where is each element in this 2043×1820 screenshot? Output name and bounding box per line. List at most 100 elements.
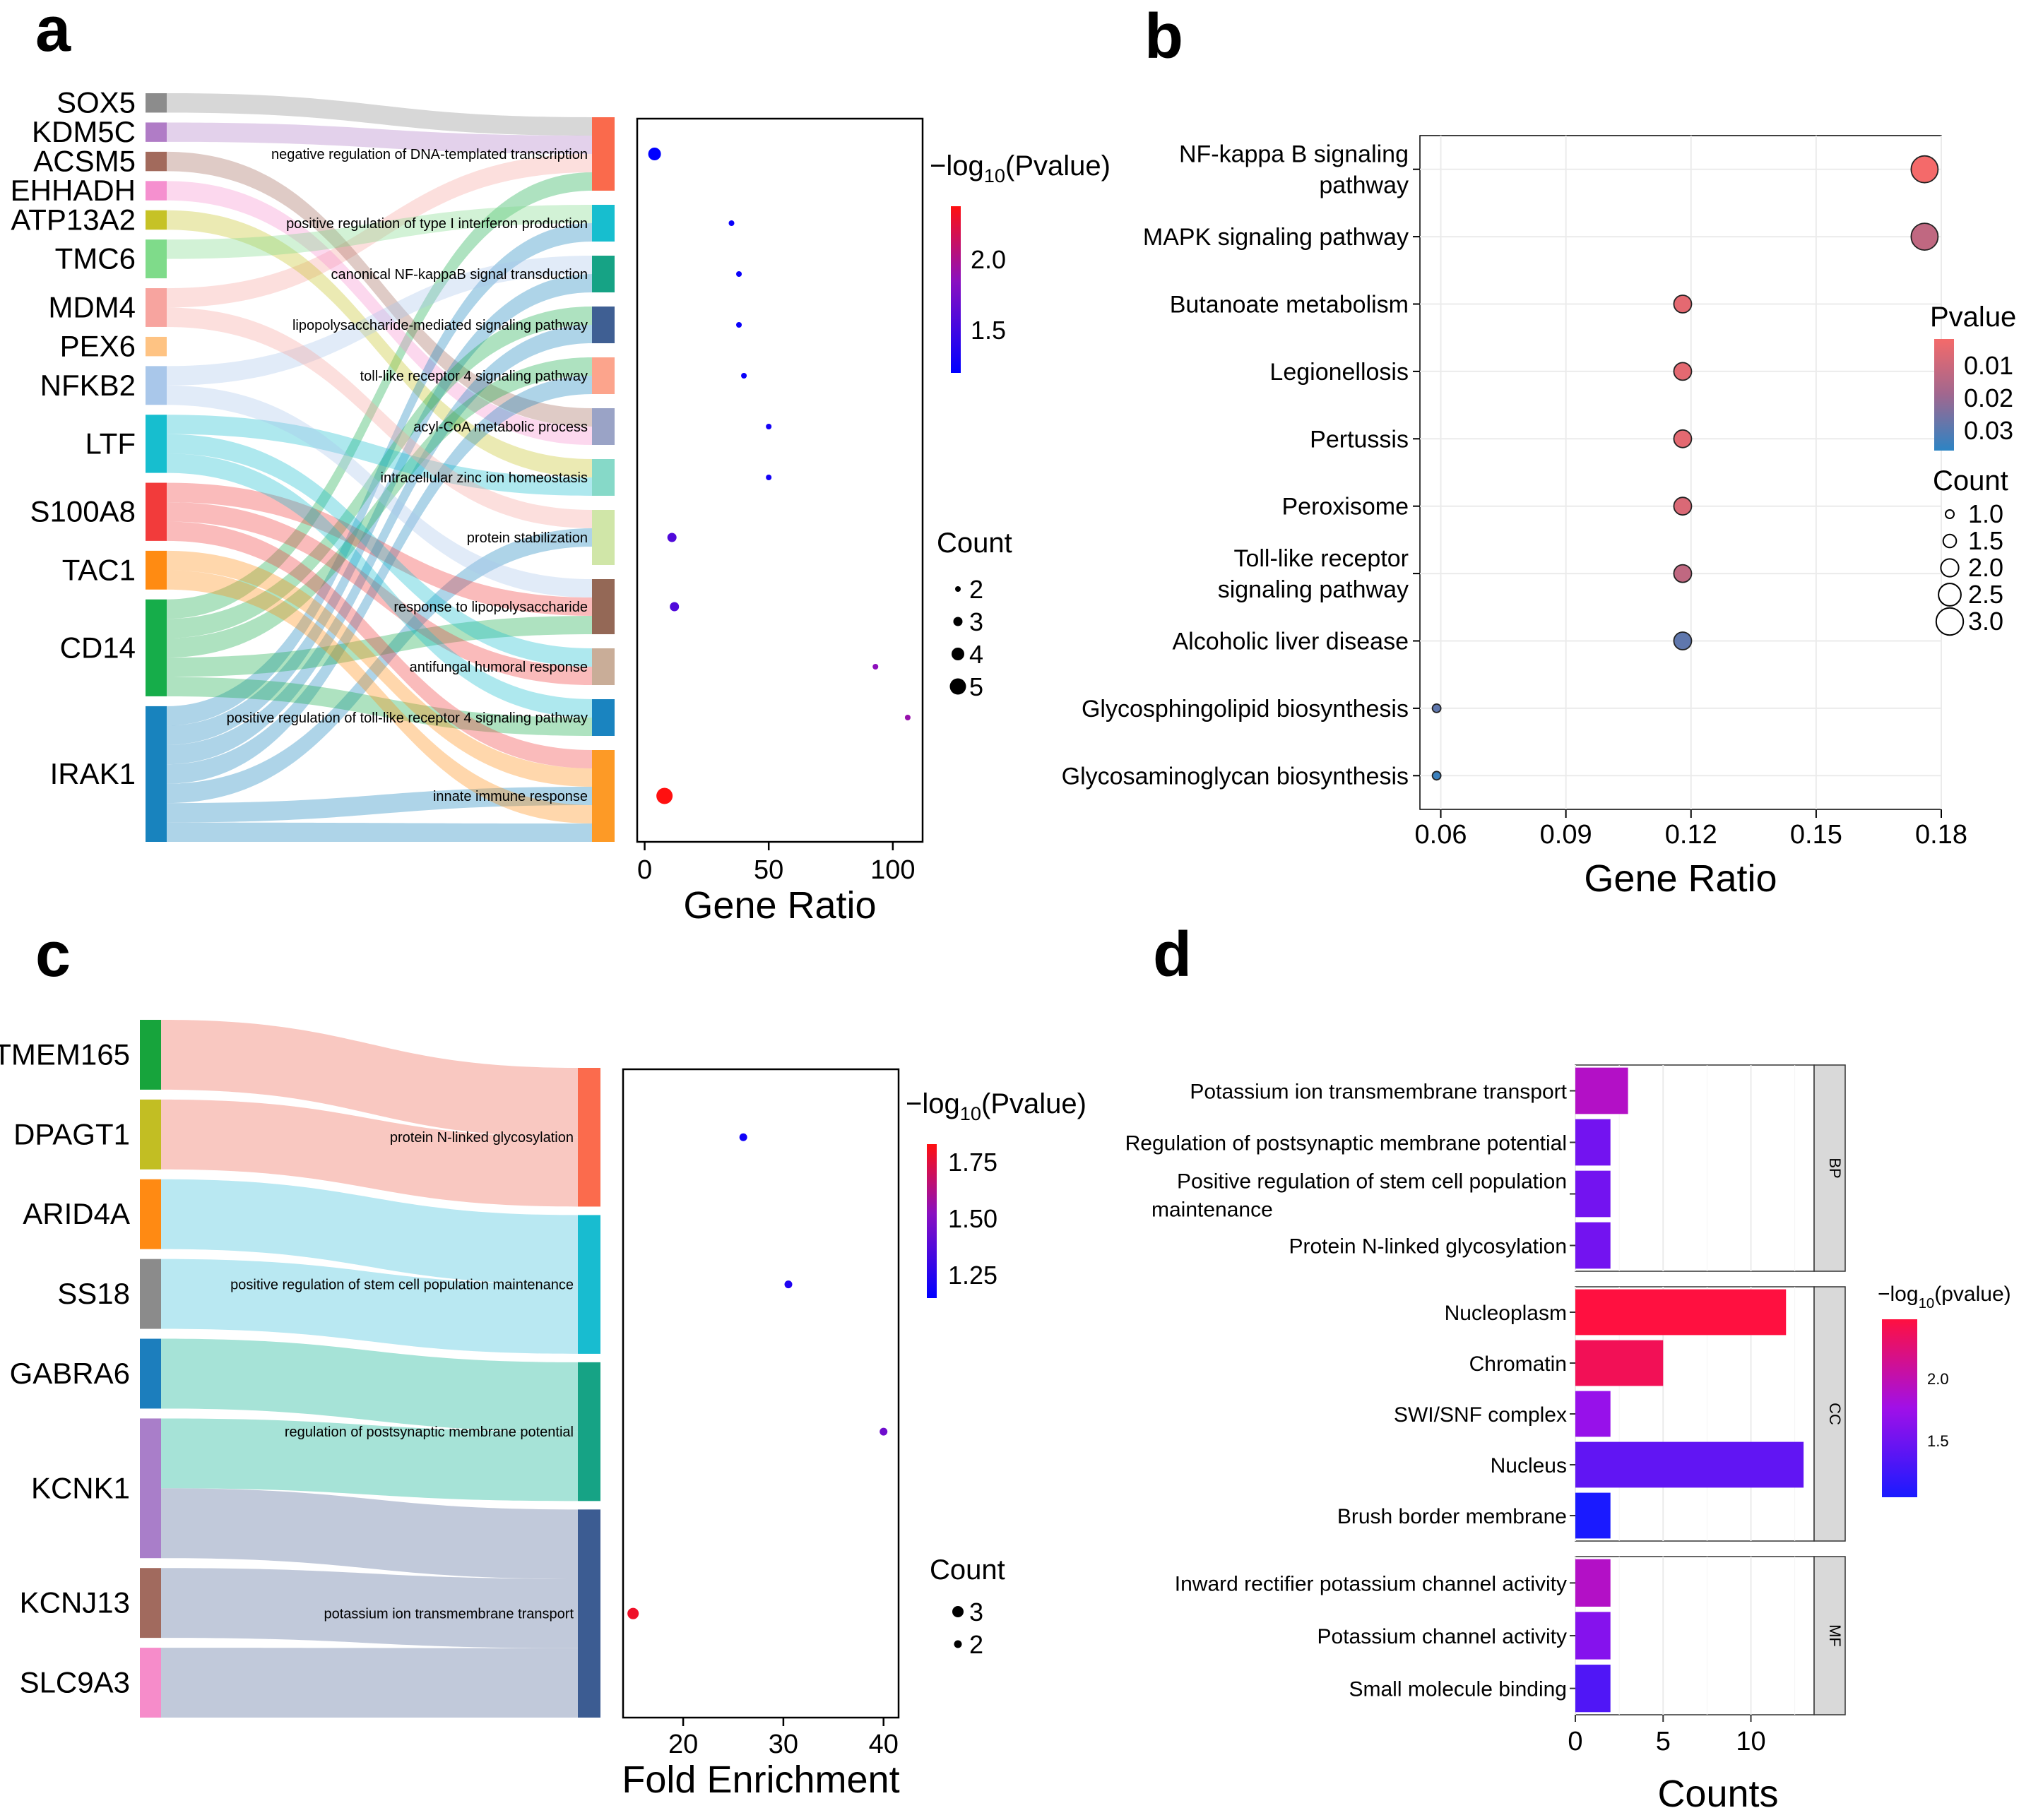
facet-strip xyxy=(1813,1064,1846,1272)
dot xyxy=(739,1133,747,1141)
size-legend-dot xyxy=(952,1606,964,1617)
color-legend-title: Pvalue xyxy=(1930,302,2016,333)
size-legend-label: 4 xyxy=(969,640,983,669)
sankey-link xyxy=(167,550,592,787)
gene-label: ARID4A xyxy=(23,1197,130,1230)
y-tick-label: NF-kappa B signaling xyxy=(1179,141,1409,168)
sankey-link xyxy=(167,307,592,528)
x-tick-label: 20 xyxy=(668,1730,698,1759)
bar xyxy=(1575,1441,1804,1488)
bar xyxy=(1575,1289,1787,1336)
x-tick-label: 0 xyxy=(637,855,652,885)
bar xyxy=(1575,1391,1611,1437)
y-tick-label: Glycosaminoglycan biosynthesis xyxy=(1062,763,1409,790)
y-tick-label: Chromatin xyxy=(1469,1352,1567,1376)
sankey-link xyxy=(167,154,592,308)
y-tick-label: Brush border membrane xyxy=(1337,1505,1567,1528)
color-legend-title: −log10(Pvalue) xyxy=(930,150,1111,186)
size-legend-label: 2.0 xyxy=(1968,553,2003,582)
term-label: negative regulation of DNA-templated tra… xyxy=(271,147,588,162)
dot xyxy=(1673,631,1693,650)
facet-strip xyxy=(1813,1556,1846,1715)
dot xyxy=(1431,703,1442,713)
sankey-link xyxy=(167,325,592,765)
y-tick-label: signaling pathway xyxy=(1218,576,1409,603)
gene-label: KCNJ13 xyxy=(20,1586,130,1619)
size-legend-dot xyxy=(1940,558,1960,578)
size-legend-dot xyxy=(1945,509,1955,519)
gene-label: NFKB2 xyxy=(40,369,136,402)
y-tick-label: Nucleus xyxy=(1491,1454,1567,1477)
term-node xyxy=(578,1362,600,1501)
sankey-link xyxy=(167,502,592,685)
panel-label-b: b xyxy=(1144,1,1183,72)
color-bar xyxy=(1882,1319,1917,1497)
bar xyxy=(1575,1559,1611,1607)
term-label: positive regulation of stem cell populat… xyxy=(230,1278,574,1293)
size-legend-label: 2.5 xyxy=(1968,580,2003,609)
dot xyxy=(1910,222,1939,251)
gene-node xyxy=(146,550,167,590)
gene-node xyxy=(146,210,167,230)
gene-node xyxy=(140,1099,161,1170)
bar xyxy=(1575,1222,1611,1269)
gene-node xyxy=(140,1648,161,1718)
gene-node xyxy=(140,1179,161,1249)
y-tick-label: Protein N-linked glycosylation xyxy=(1289,1235,1567,1259)
panel-d: BP Potassium ion transmembrane transport R… xyxy=(1125,1064,2011,1815)
size-legend-label: 3 xyxy=(969,1598,983,1626)
term-node xyxy=(578,1068,600,1207)
gene-node xyxy=(146,93,167,113)
sankey-link xyxy=(167,205,592,259)
gene-node xyxy=(146,482,167,541)
gene-label: KDM5C xyxy=(32,115,136,148)
gene-node xyxy=(146,336,167,357)
bar xyxy=(1575,1119,1611,1166)
sankey-link xyxy=(161,1179,578,1285)
dot xyxy=(880,1427,888,1436)
x-tick-label: 0.06 xyxy=(1415,820,1467,850)
term-node xyxy=(592,205,615,242)
panel-label-a: a xyxy=(35,0,71,65)
sankey-link xyxy=(167,307,592,638)
y-tick-label: Peroxisome xyxy=(1281,494,1409,521)
sankey-link xyxy=(167,357,592,658)
size-legend-label: 3.0 xyxy=(1968,607,2003,636)
size-legend-title: Count xyxy=(1933,465,2008,496)
y-tick-label: Inward rectifier potassium channel activ… xyxy=(1175,1572,1567,1595)
sankey-link xyxy=(167,677,592,736)
facet-strip xyxy=(1813,1286,1846,1542)
sankey-link xyxy=(167,223,592,726)
term-label: canonical NF-kappaB signal transduction xyxy=(331,267,588,282)
dot xyxy=(728,220,735,226)
gene-label: SS18 xyxy=(57,1277,130,1310)
y-tick-label: Small molecule binding xyxy=(1349,1678,1568,1701)
dot xyxy=(627,1607,639,1619)
sankey-link xyxy=(167,570,592,823)
gene-label: PEX6 xyxy=(60,330,136,363)
size-legend-label: 5 xyxy=(969,672,983,701)
y-tick-label: pathway xyxy=(1319,172,1409,199)
sankey-links xyxy=(161,1020,578,1718)
dot xyxy=(1673,362,1693,381)
term-node xyxy=(592,256,615,292)
dot xyxy=(1673,295,1693,314)
size-legend-dot xyxy=(952,648,964,660)
term-label: positive regulation of type I interferon… xyxy=(286,216,588,232)
size-legend-label: 1.5 xyxy=(1968,526,2003,555)
term-node xyxy=(592,357,615,394)
x-tick-label: 0.09 xyxy=(1540,820,1592,850)
sankey-link xyxy=(167,385,592,597)
x-tick-label: 0.15 xyxy=(1790,820,1842,850)
color-bar xyxy=(927,1144,937,1298)
size-legend-label: 3 xyxy=(969,607,983,636)
term-node xyxy=(592,408,615,445)
sankey-link xyxy=(161,1259,578,1354)
sankey-link xyxy=(167,93,592,136)
sankey-link xyxy=(167,376,592,784)
gene-label: TMEM165 xyxy=(0,1037,130,1071)
gene-label: IRAK1 xyxy=(50,757,136,790)
gene-node xyxy=(146,151,167,172)
sankey-link xyxy=(161,1099,578,1207)
